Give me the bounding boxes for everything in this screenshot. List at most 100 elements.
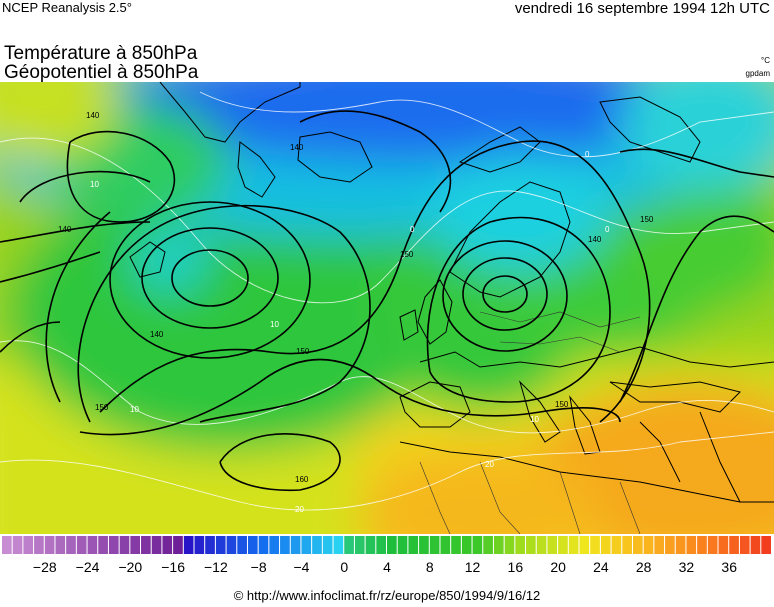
legend-swatch	[515, 536, 526, 554]
weather-map: 140 140 140 140 140 150 150 150 150 150 …	[0, 82, 774, 534]
legend-tick-label: 32	[679, 559, 695, 575]
legend-swatch	[76, 536, 87, 554]
legend-swatch	[643, 536, 654, 554]
legend-swatch	[258, 536, 269, 554]
contour-label: 150	[640, 215, 654, 224]
legend-tick-label: −24	[76, 559, 100, 575]
legend-swatch	[665, 536, 675, 554]
legend-tick-label: −20	[118, 559, 142, 575]
legend-swatch	[119, 536, 130, 554]
legend-swatch	[344, 536, 354, 554]
legend-tick-label: −28	[33, 559, 57, 575]
legend-swatch	[290, 536, 301, 554]
legend-swatch	[226, 536, 237, 554]
legend-swatch	[173, 536, 183, 554]
contour-label: 150	[95, 403, 109, 412]
legend-tick-label: −16	[161, 559, 185, 575]
date-label: vendredi 16 septembre 1994 12h UTC	[514, 0, 770, 17]
legend-tick-label: 4	[383, 559, 391, 575]
legend-swatch	[333, 536, 344, 554]
contour-label: 140	[588, 235, 602, 244]
legend-tick-label: −12	[204, 559, 228, 575]
contour-label: 140	[86, 111, 100, 120]
legend-swatch	[675, 536, 686, 554]
legend-swatch	[397, 536, 408, 554]
legend-swatch	[632, 536, 643, 554]
legend-swatch	[697, 536, 707, 554]
contour-label: 20	[485, 460, 494, 469]
legend-swatch	[280, 536, 290, 554]
color-legend: −28 −24 −20 −16 −12 −8 −4 0 4 8 12 16 20 24 28 32 36	[2, 536, 771, 575]
contour-label: 0	[410, 225, 415, 234]
unit-geopotential: gpdam	[745, 69, 770, 78]
contour-label: 10	[130, 405, 139, 414]
legend-swatch	[365, 536, 376, 554]
contour-label: 150	[296, 347, 310, 356]
legend-swatch	[600, 536, 611, 554]
legend-swatch	[12, 536, 23, 554]
legend-swatch	[451, 536, 461, 554]
legend-swatch	[493, 536, 504, 554]
contour-label: 10	[270, 320, 279, 329]
legend-swatch	[34, 536, 44, 554]
legend-swatch	[376, 536, 386, 554]
legend-swatch	[183, 536, 194, 554]
legend-swatch	[750, 536, 761, 554]
legend-swatch	[44, 536, 55, 554]
title-geopotential: Géopotentiel à 850hPa	[4, 62, 199, 83]
contour-labels: 140 140 140 140 140 150 150 150 150 150 …	[58, 111, 654, 514]
contour-label: 160	[295, 475, 309, 484]
legend-swatch	[247, 536, 258, 554]
legend-swatch	[269, 536, 280, 554]
legend-tick-label: 24	[593, 559, 609, 575]
legend-swatch	[686, 536, 697, 554]
coastlines	[129, 82, 774, 503]
legend-swatch	[408, 536, 419, 554]
legend-tick-label: 36	[721, 559, 737, 575]
legend-swatch	[483, 536, 493, 554]
legend-swatch	[237, 536, 247, 554]
legend-swatch	[547, 536, 558, 554]
title-temperature: Température à 850hPa	[4, 43, 198, 64]
contour-label: 140	[150, 330, 164, 339]
legend-swatch	[98, 536, 108, 554]
legend-tick-label: 8	[426, 559, 434, 575]
legend-swatch	[739, 536, 750, 554]
borders	[419, 311, 641, 534]
legend-tick-label: 0	[340, 559, 348, 575]
legend-swatch	[622, 536, 632, 554]
contour-label: 0	[605, 225, 610, 234]
legend-swatch	[108, 536, 119, 554]
legend-swatch	[387, 536, 397, 554]
legend-swatch	[654, 536, 665, 554]
legend-swatch	[718, 536, 729, 554]
legend-swatch	[55, 536, 66, 554]
legend-swatch	[151, 536, 162, 554]
legend-swatch	[419, 536, 429, 554]
legend-swatch	[429, 536, 440, 554]
legend-tick-label: −8	[251, 559, 267, 575]
legend-swatch	[590, 536, 600, 554]
legend-swatch	[312, 536, 322, 554]
legend-swatch	[761, 536, 771, 554]
legend-swatch	[87, 536, 98, 554]
contour-label: 150	[555, 400, 569, 409]
legend-swatch	[729, 536, 739, 554]
contour-label: 140	[290, 143, 304, 152]
legend-swatch	[205, 536, 215, 554]
legend-swatch	[440, 536, 451, 554]
geopotential-contours	[0, 110, 774, 492]
legend-tick-label: 20	[550, 559, 566, 575]
legend-swatch	[194, 536, 205, 554]
legend-swatch	[66, 536, 76, 554]
legend-swatch	[162, 536, 173, 554]
legend-swatch	[707, 536, 718, 554]
legend-tick-label: 28	[636, 559, 652, 575]
contour-label: 140	[58, 225, 72, 234]
legend-swatch	[526, 536, 536, 554]
legend-swatch	[558, 536, 568, 554]
contour-label: 150	[400, 250, 414, 259]
legend-swatch	[130, 536, 141, 554]
legend-swatch	[354, 536, 365, 554]
legend-tick-label: 12	[465, 559, 481, 575]
